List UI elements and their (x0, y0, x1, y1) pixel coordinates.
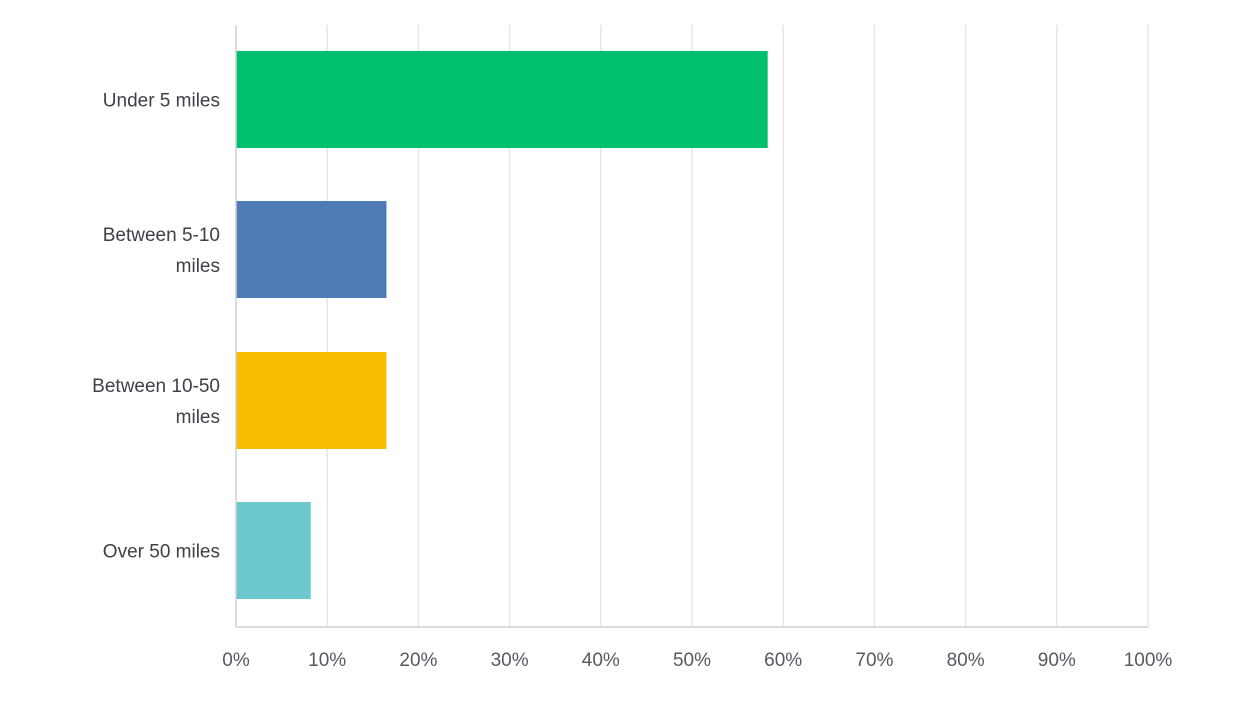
bar[interactable] (236, 51, 768, 148)
x-tick-label: 70% (855, 650, 893, 671)
x-tick-label: 60% (764, 650, 802, 671)
x-tick-label: 80% (947, 650, 985, 671)
category-label-line: Over 50 miles (103, 542, 220, 563)
bar[interactable] (236, 352, 387, 449)
category-label-line: miles (176, 407, 220, 428)
x-tick-label: 0% (222, 650, 250, 671)
category-label-line: Between 10-50 (92, 376, 220, 397)
x-tick-label: 90% (1038, 650, 1076, 671)
x-tick-label: 40% (582, 650, 620, 671)
category-label-line: Between 5-10 (103, 225, 220, 246)
bar[interactable] (236, 201, 387, 298)
x-tick-label: 20% (399, 650, 437, 671)
x-tick-label: 100% (1124, 650, 1173, 671)
category-label: Over 50 miles (103, 542, 220, 563)
bars (236, 51, 768, 599)
category-label-line: miles (176, 256, 220, 277)
x-tick-label: 50% (673, 650, 711, 671)
category-label: Between 5-10 miles (103, 225, 220, 277)
bar[interactable] (236, 502, 311, 599)
x-tick-label: 30% (491, 650, 529, 671)
x-tick-labels: 0% 10% 20% 30% 40% 50% 60% 70% 80% 90% 100% (222, 650, 1172, 671)
category-label: Between 10-50 miles (92, 376, 220, 428)
category-label-line: Under 5 miles (103, 91, 220, 112)
x-tick-label: 10% (308, 650, 346, 671)
axes (235, 25, 1148, 628)
category-label: Under 5 miles (103, 91, 220, 112)
